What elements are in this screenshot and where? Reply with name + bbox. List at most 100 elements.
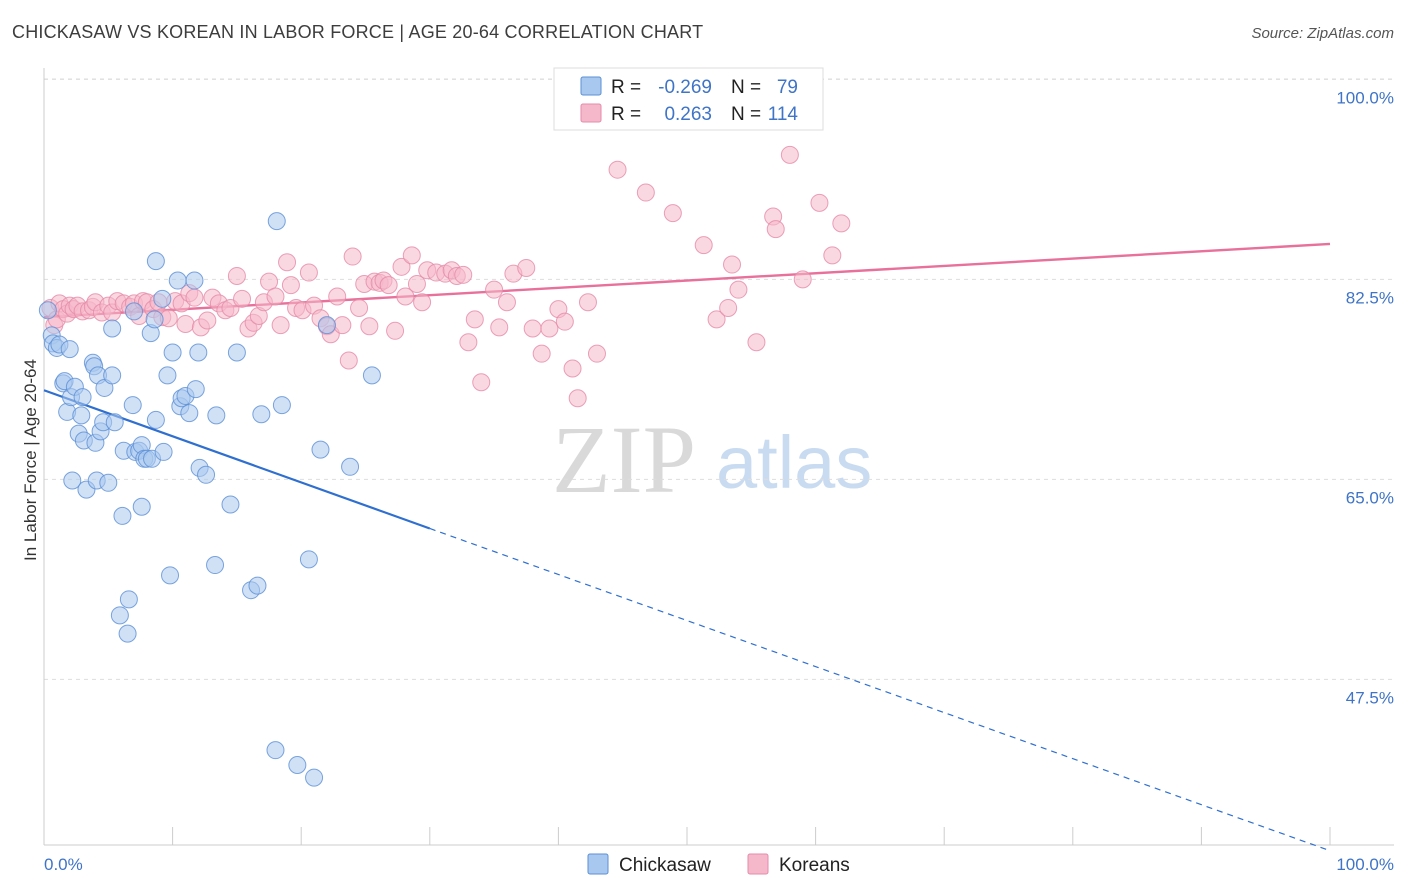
koreans-point: [402, 246, 421, 265]
chickasaw-point: [186, 380, 205, 399]
x-tick-label-min: 0.0%: [44, 855, 83, 874]
koreans-point: [823, 246, 842, 265]
chickasaw-point: [105, 413, 124, 432]
chickasaw-point: [185, 271, 204, 290]
koreans-point: [299, 263, 318, 282]
bottom-legend-label-koreans: Koreans: [779, 855, 850, 876]
chickasaw-point: [110, 606, 129, 625]
chickasaw-point: [180, 404, 199, 423]
chickasaw-point: [103, 319, 122, 338]
koreans-point: [413, 293, 432, 312]
y-tick-label: 65.0%: [1346, 488, 1394, 507]
chickasaw-point: [299, 550, 318, 569]
koreans-point: [793, 270, 812, 289]
koreans-point: [459, 333, 478, 352]
chickasaw-point: [197, 465, 216, 484]
koreans-point: [379, 276, 398, 295]
chickasaw-point: [227, 343, 246, 362]
koreans-point: [350, 298, 369, 317]
bottom-legend-label-chickasaw: Chickasaw: [619, 855, 711, 876]
koreans-point: [532, 344, 551, 363]
koreans-point: [260, 272, 279, 291]
chickasaw-point: [305, 768, 324, 787]
chickasaw-point: [119, 590, 138, 609]
koreans-point: [454, 265, 473, 284]
bottom-legend: Chickasaw Koreans: [587, 853, 850, 876]
koreans-point: [707, 310, 726, 329]
chickasaw-point: [132, 497, 151, 516]
koreans-point: [472, 373, 491, 392]
chickasaw-point: [272, 396, 291, 415]
koreans-point: [490, 318, 509, 337]
legend-r-label-2: R =: [611, 104, 641, 125]
koreans-point: [176, 314, 195, 333]
koreans-point: [360, 317, 379, 336]
chickasaw-point: [153, 289, 172, 308]
legend-n-value-1: 79: [777, 77, 798, 98]
koreans-point: [810, 193, 829, 212]
koreans-point: [227, 266, 246, 285]
legend-box: R = -0.269 N = 79 R = 0.263 N = 114: [553, 67, 824, 131]
chickasaw-point: [161, 566, 180, 585]
koreans-point: [339, 351, 358, 370]
chickasaw-point: [207, 406, 226, 425]
chickasaw-point: [163, 343, 182, 362]
chickasaw-point: [341, 457, 360, 476]
koreans-point: [719, 298, 738, 317]
chickasaw-point: [189, 343, 208, 362]
koreans-point: [266, 287, 285, 306]
koreans-point: [396, 287, 415, 306]
y-axis-label: In Labor Force | Age 20-64: [21, 359, 40, 561]
chickasaw-trend-line: [43, 389, 431, 530]
koreans-point: [747, 333, 766, 352]
y-tick-label: 100.0%: [1336, 88, 1394, 107]
chickasaw-point: [154, 442, 173, 461]
koreans-point: [485, 280, 504, 299]
koreans-point: [563, 359, 582, 378]
chart-title: CHICKASAW VS KOREAN IN LABOR FORCE | AGE…: [12, 22, 703, 42]
koreans-point: [328, 287, 347, 306]
koreans-point: [185, 288, 204, 307]
koreans-point: [523, 319, 542, 338]
koreans-point: [555, 312, 574, 331]
chickasaw-point: [145, 310, 164, 329]
bottom-legend-swatch-chickasaw: [587, 853, 609, 875]
koreans-point: [578, 293, 597, 312]
chickasaw-point: [118, 624, 137, 643]
legend-n-value-2: 114: [768, 104, 799, 125]
chart-source: Source: ZipAtlas.com: [1251, 25, 1394, 42]
koreans-point: [608, 160, 627, 179]
koreans-point: [333, 316, 352, 335]
watermark-zip: ZIP: [552, 406, 696, 513]
chickasaw-point: [266, 741, 285, 760]
x-tick-label-max: 100.0%: [1336, 855, 1394, 874]
watermark-atlas: atlas: [716, 421, 872, 504]
koreans-point: [343, 247, 362, 266]
koreans-point: [587, 344, 606, 363]
koreans-point: [386, 321, 405, 340]
chickasaw-point: [248, 576, 267, 595]
bottom-legend-swatch-koreans: [747, 853, 769, 875]
koreans-point: [780, 145, 799, 164]
y-tick-labels: 47.5% 65.0% 82.5% 100.0%: [1336, 88, 1394, 707]
chickasaw-point: [113, 506, 132, 525]
chickasaw-point: [252, 405, 271, 424]
koreans-point: [497, 293, 516, 312]
chickasaw-point: [158, 366, 177, 385]
koreans-point: [278, 253, 297, 272]
koreans-point: [233, 289, 252, 308]
chickasaw-point: [221, 495, 240, 514]
chickasaw-point: [267, 212, 286, 231]
chickasaw-point: [63, 471, 82, 490]
chickasaw-point: [72, 406, 91, 425]
koreans-point: [198, 311, 217, 330]
koreans-point: [407, 274, 426, 293]
scatter-points: [38, 145, 851, 787]
legend-n-label-2: N =: [731, 104, 761, 125]
chickasaw-point: [206, 556, 225, 575]
chickasaw-point: [103, 366, 122, 385]
koreans-point: [663, 204, 682, 223]
koreans-point: [729, 280, 748, 299]
chickasaw-point: [362, 366, 381, 385]
